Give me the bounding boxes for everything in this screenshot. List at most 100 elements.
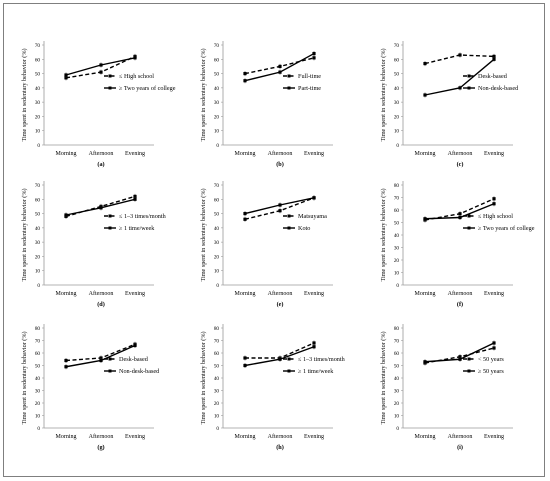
data-point [492,197,496,201]
legend-label: Non-desk-based [478,85,519,92]
data-point [458,357,462,361]
data-point [492,57,496,61]
data-point [64,365,68,369]
y-tick-label: 50 [214,364,220,370]
y-tick-label: 70 [35,43,41,49]
y-tick-label: 50 [394,364,400,370]
y-tick-label: 0 [216,426,219,432]
figure-frame [3,3,545,477]
x-tick-label: Evening [484,291,504,297]
panel-label: (c) [457,161,464,168]
y-tick-label: 70 [35,339,41,345]
data-point [423,61,427,66]
y-tick-label: 20 [35,401,41,407]
y-tick-label: 20 [214,114,220,120]
legend-label: ≥ 50 years [478,368,504,375]
y-tick-label: 30 [214,240,220,246]
legend-label: Part-time [298,85,321,92]
legend-marker [108,357,112,361]
legend-marker [467,214,471,218]
panel-label: (i) [457,444,463,451]
chart-panel: Time spent in sedentary behavior (%) 0 10 2… [200,324,346,451]
y-tick-label: 10 [394,271,400,277]
y-tick-label: 80 [214,326,220,332]
y-axis-label: Time spent in sedentary behavior (%) [380,48,387,141]
y-tick-label: 0 [216,283,219,289]
y-tick-label: 60 [394,351,400,357]
data-point [312,341,316,345]
data-point [243,71,247,76]
data-point [243,79,247,83]
data-point [278,70,282,74]
data-point [99,70,103,74]
data-point [458,215,462,220]
x-tick-label: Afternoon [448,433,473,440]
y-tick-label: 30 [394,246,400,252]
chart-panel: Time spent in sedentary behavior (%) 0 10 2… [200,181,333,308]
legend-label: ≥ 1 time/week [298,368,334,375]
x-tick-label: Morning [56,291,77,297]
y-tick-label: 60 [214,197,220,203]
y-axis-label: Time spent in sedentary behavior (%) [380,331,387,424]
panel-label: (g) [97,444,104,451]
chart-panel: Time spent in sedentary behavior (%) 0 10 2… [380,41,519,168]
y-tick-label: 80 [394,183,400,189]
legend-marker [287,74,291,78]
chart-panel: Time spent in sedentary behavior (%) 0 10 2… [200,41,333,168]
data-point [492,341,496,345]
y-tick-label: 10 [35,269,41,275]
x-tick-label: Afternoon [268,150,293,157]
legend-marker [467,226,471,230]
x-tick-label: Afternoon [89,290,114,297]
x-tick-label: Evening [484,151,504,157]
y-tick-label: 40 [394,233,400,239]
data-point [492,202,496,206]
y-axis-label: Time spent in sedentary behavior (%) [200,48,207,141]
x-tick-label: Evening [125,291,145,297]
y-axis-label: Time spent in sedentary behavior (%) [200,188,207,281]
y-tick-label: 80 [35,326,41,332]
y-tick-label: 50 [35,72,41,78]
data-point [312,345,316,349]
y-tick-label: 30 [394,100,400,106]
data-point [312,196,316,200]
legend-marker [108,214,112,218]
y-tick-label: 60 [214,351,220,357]
x-tick-label: Evening [304,291,324,297]
y-tick-label: 30 [214,100,220,106]
y-tick-label: 0 [37,143,40,149]
legend-label: ≥ 1 time/week [119,225,155,232]
panel-label: (h) [276,444,284,451]
legend-marker [287,214,291,218]
y-tick-label: 60 [35,197,41,203]
y-tick-label: 10 [35,129,41,135]
data-point [243,363,247,368]
data-point [64,73,68,77]
y-tick-label: 50 [394,221,400,227]
y-tick-label: 70 [394,339,400,345]
y-tick-label: 50 [35,364,41,370]
x-tick-label: Afternoon [89,150,114,157]
chart-panel: Time spent in sedentary behavior (%) 0 10 2… [380,181,535,308]
y-tick-label: 60 [394,57,400,63]
data-point [492,54,496,59]
legend-label: ≥ Two years of college [478,225,535,232]
data-point [423,93,427,97]
legend-marker [287,226,291,230]
y-tick-label: 10 [394,129,400,135]
y-tick-label: 0 [396,143,399,149]
y-tick-label: 60 [394,208,400,214]
y-tick-label: 20 [35,254,41,260]
legend-label: < 50 years [478,356,504,363]
x-tick-label: Afternoon [89,433,114,440]
legend-marker [467,74,471,78]
y-axis-label: Time spent in sedentary behavior (%) [21,331,28,424]
y-tick-label: 20 [394,114,400,120]
chart-panel: Time spent in sedentary behavior (%) 0 10 2… [21,41,176,168]
y-tick-label: 10 [35,414,41,420]
chart-panel: Time spent in sedentary behavior (%) 0 10 2… [21,181,167,308]
x-tick-label: Morning [415,291,436,297]
legend-marker [287,86,291,90]
panel-label: (e) [277,301,284,308]
